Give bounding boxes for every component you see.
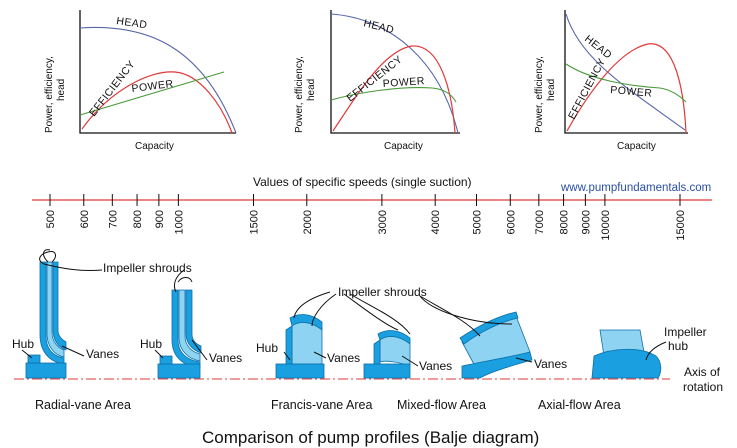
- power-label: POWER: [382, 75, 425, 90]
- power-curve: [565, 63, 687, 103]
- speed-tick-label: 900: [154, 210, 166, 228]
- mixed-flow-impeller: [459, 311, 533, 379]
- speed-tick-label: 7000: [534, 210, 546, 234]
- head-curve: [565, 13, 686, 131]
- specific-speed-scale: Values of specific speeds (single suctio…: [32, 175, 712, 241]
- hub-label-2: Hub: [140, 337, 162, 351]
- impeller-shroud: [185, 289, 202, 354]
- speed-tick-label: 500: [45, 210, 57, 228]
- axis-of-rotation-label: rotation: [683, 380, 723, 394]
- vanes-label-4: Vanes: [419, 359, 452, 373]
- francis-area-label: Francis-vane Area: [271, 398, 372, 412]
- mixed-area-label: Mixed-flow Area: [397, 398, 486, 412]
- francis-impeller-2: [363, 330, 411, 379]
- speed-tick-label: 4000: [430, 210, 442, 234]
- impeller-hub-label: hub: [668, 339, 688, 353]
- chart-axes: [564, 10, 688, 134]
- efficiency-curve: [332, 45, 456, 134]
- leader-lines: [21, 249, 667, 367]
- speed-tick-label: 10000: [600, 210, 612, 241]
- head-label: HEAD: [362, 17, 395, 36]
- impeller-shroud: [459, 311, 519, 345]
- efficiency-curve: [566, 43, 687, 134]
- chart-y-label: Power, efficiency,: [44, 56, 55, 133]
- vanes-label-2: Vanes: [209, 351, 242, 365]
- impeller-hub: [275, 363, 325, 379]
- head-curve: [79, 26, 237, 134]
- impeller-hub: [157, 363, 201, 379]
- impeller-shroud: [171, 289, 201, 369]
- impeller-vane: [379, 336, 411, 367]
- speed-tick-group: 500 600 700 800 900 1000 1500 2000 3000 4000 5000 6…: [45, 194, 687, 241]
- speed-tick-label: 700: [107, 210, 119, 228]
- performance-chart-axial: Power, efficiency, head HEAD EFFICIENCY …: [534, 10, 688, 152]
- speed-tick-label: 9000: [580, 210, 592, 234]
- vanes-label-1: Vanes: [86, 347, 119, 361]
- radial-impeller-1: [25, 261, 67, 379]
- impeller-hub: [461, 351, 533, 379]
- efficiency-label: EFFICIENCY: [566, 56, 608, 121]
- impeller-hub: [591, 348, 662, 379]
- speed-tick-label: 6000: [505, 210, 517, 234]
- speed-tick-label: 3000: [377, 210, 389, 234]
- hub-label-1: Hub: [12, 337, 34, 351]
- impeller-hub-label: Impeller: [664, 325, 707, 339]
- impeller-shrouds-label-1: Impeller shrouds: [103, 261, 192, 275]
- hub-label-3: Hub: [256, 341, 278, 355]
- chart-y-label: head: [56, 79, 67, 101]
- power-curve: [330, 87, 457, 103]
- impeller-vane: [291, 322, 323, 365]
- vanes-label-3: Vanes: [327, 351, 360, 365]
- impeller-shroud: [39, 261, 65, 365]
- radial-area-label: Radial-vane Area: [35, 398, 131, 412]
- speed-tick-label: 600: [79, 210, 91, 228]
- head-curve: [330, 13, 459, 134]
- impeller-vane: [178, 289, 201, 362]
- speed-scale-title: Values of specific speeds (single suctio…: [253, 175, 472, 189]
- impeller-shroud: [373, 339, 381, 365]
- chart-axes: [79, 10, 236, 134]
- speed-tick-label: 8000: [559, 210, 571, 234]
- power-label: POWER: [131, 78, 174, 95]
- chart-y-label: Power, efficiency,: [294, 56, 305, 133]
- power-label: POWER: [610, 84, 653, 100]
- speed-tick-label: 800: [132, 210, 144, 228]
- speed-tick-label: 15000: [675, 210, 687, 241]
- impeller-hub: [25, 362, 67, 379]
- website-label: www.pumpfundamentals.com: [560, 182, 711, 194]
- power-curve: [79, 71, 225, 116]
- axis-of-rotation-label: Axis of: [684, 365, 721, 379]
- performance-chart-radial: Power, efficiency, head HEAD EFFICIENCY …: [44, 10, 237, 152]
- speed-tick-label: 1500: [248, 210, 260, 234]
- efficiency-label: EFFICIENCY: [87, 58, 138, 119]
- speed-tick-label: 2000: [302, 210, 314, 234]
- impeller-shrouds-label-2: Impeller shrouds: [338, 285, 427, 299]
- speed-tick-label: 5000: [472, 210, 484, 234]
- efficiency-curve: [81, 71, 233, 134]
- chart-axes: [330, 10, 460, 134]
- impeller-vane: [46, 261, 65, 358]
- chart-y-label: head: [546, 79, 557, 101]
- axial-area-label: Axial-flow Area: [538, 398, 621, 412]
- radial-impeller-2: [157, 289, 202, 379]
- head-label: HEAD: [116, 15, 149, 31]
- chart-x-label: Capacity: [617, 141, 656, 152]
- speed-tick-label: 1000: [173, 210, 185, 234]
- impeller-shroud: [52, 261, 67, 351]
- chart-y-label: Power, efficiency,: [534, 56, 545, 133]
- vanes-label-5: Vanes: [534, 357, 567, 371]
- axial-flow-impeller: [591, 329, 662, 379]
- chart-x-label: Capacity: [384, 141, 423, 152]
- performance-chart-francis: Power, efficiency, head HEAD EFFICIENCY …: [294, 10, 460, 152]
- impeller-hub: [363, 363, 411, 379]
- chart-x-label: Capacity: [135, 141, 174, 152]
- francis-impeller-1: [275, 314, 325, 379]
- chart-y-label: head: [306, 79, 317, 101]
- diagram-caption: Comparison of pump profiles (Balje diagr…: [202, 428, 539, 447]
